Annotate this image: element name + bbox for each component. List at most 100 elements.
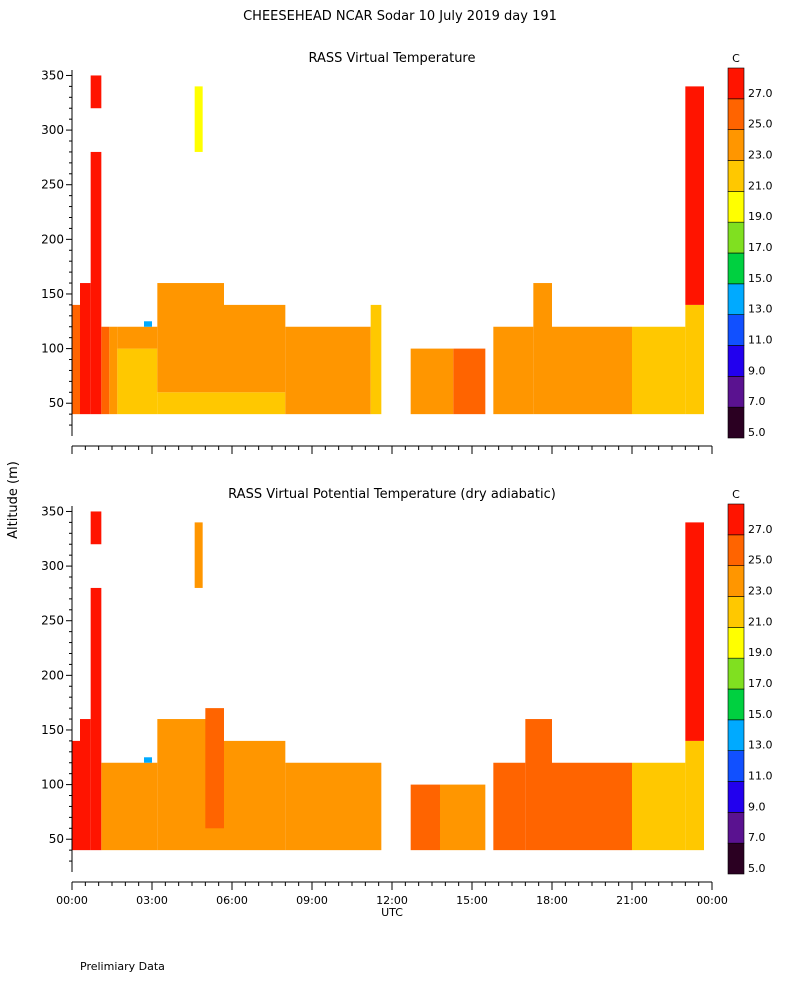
data-cell — [109, 326, 118, 415]
colorbar-label: 27.0 — [748, 523, 773, 536]
colorbar-segment — [727, 812, 745, 844]
colorbar-label: 19.0 — [748, 646, 773, 659]
data-cell — [72, 740, 80, 851]
colorbar-segment — [727, 283, 745, 315]
colorbar-label: 11.0 — [748, 770, 773, 783]
data-cell — [370, 304, 382, 415]
colorbar-label: 19.0 — [748, 210, 773, 223]
colorbar-label: 25.0 — [748, 118, 773, 131]
x-tick-label: 15:00 — [456, 894, 488, 907]
data-cell — [632, 762, 686, 851]
data-cell — [685, 304, 704, 415]
data-cell — [224, 304, 286, 393]
y-tick-label: 50 — [49, 396, 64, 410]
colorbar-segment — [727, 191, 745, 223]
data-cell — [101, 762, 158, 851]
data-cell — [90, 511, 102, 545]
data-cell — [90, 587, 102, 851]
preliminary-data-note: Prelimiary Data — [80, 960, 165, 973]
colorbar-label: 17.0 — [748, 677, 773, 690]
colorbar-label: 13.0 — [748, 739, 773, 752]
colorbar-bottom: C 5.0 7.0 9.0 11.0 13.0 15.0 17.0 19.0 21.0 23.0 25… — [727, 488, 773, 875]
colorbar-label: 7.0 — [748, 831, 766, 844]
y-tick-label: 350 — [41, 68, 64, 82]
colorbar-segment — [727, 719, 745, 751]
data-cell — [453, 348, 486, 415]
data-cell — [440, 784, 486, 851]
data-cell — [552, 326, 632, 415]
y-axis-label: Altitude (m) — [6, 461, 21, 539]
y-tick-label: 250 — [41, 614, 64, 628]
data-cell — [224, 740, 286, 851]
data-cell — [493, 326, 534, 415]
figure-title: CHEESEHEAD NCAR Sodar 10 July 2019 day 1… — [243, 9, 557, 24]
y-tick-label: 350 — [41, 504, 64, 518]
colorbar-label: 11.0 — [748, 334, 773, 347]
colorbar-segment — [727, 596, 745, 628]
colorbar-label: 13.0 — [748, 303, 773, 316]
x-tick-label: 09:00 — [296, 894, 328, 907]
data-cell — [493, 762, 526, 851]
data-cell — [80, 283, 91, 415]
colorbar-label: 27.0 — [748, 87, 773, 100]
y-tick-label: 150 — [41, 287, 64, 301]
data-cell — [285, 762, 382, 851]
colorbar-unit: C — [732, 52, 740, 65]
colorbar-label: 7.0 — [748, 395, 766, 408]
colorbar-label: 17.0 — [748, 241, 773, 254]
colorbar-label: 9.0 — [748, 800, 766, 813]
colorbar-segment — [727, 565, 745, 597]
colorbar-top: C 5.0 7.0 9.0 11.0 13.0 15.0 17.0 19.0 21.0 23.0 25… — [727, 52, 773, 439]
y-tick-label: 150 — [41, 723, 64, 737]
x-tick-label: 00:00 — [56, 894, 88, 907]
y-tick-label: 100 — [41, 778, 64, 792]
y-tick-label: 200 — [41, 668, 64, 682]
data-cell — [552, 762, 632, 851]
colorbar-label: 23.0 — [748, 149, 773, 162]
data-cell — [205, 708, 224, 829]
data-cell — [72, 304, 80, 415]
y-tick-label: 300 — [41, 559, 64, 573]
y-tick-label: 250 — [41, 178, 64, 192]
data-cell — [117, 348, 158, 415]
colorbar-segment — [727, 221, 745, 254]
colorbar-segment — [727, 129, 745, 161]
y-tick-label: 200 — [41, 232, 64, 246]
colorbar-segment — [727, 627, 745, 659]
colorbar-segment — [727, 98, 745, 130]
data-cell — [285, 326, 371, 415]
colorbar-segment — [727, 376, 745, 408]
colorbar-label: 15.0 — [748, 272, 773, 285]
colorbar-segment — [727, 345, 745, 377]
colorbar-segment — [727, 503, 745, 536]
colorbar-segment — [727, 252, 745, 285]
x-tick-label: 03:00 — [136, 894, 168, 907]
x-tick-label: 21:00 — [616, 894, 648, 907]
data-cell — [101, 326, 110, 415]
panel-title: RASS Virtual Potential Temperature (dry … — [228, 487, 556, 502]
data-cell — [117, 326, 158, 349]
data-cell — [144, 321, 152, 327]
colorbar-unit: C — [732, 488, 740, 501]
y-tick-label: 300 — [41, 123, 64, 137]
colorbar-label: 9.0 — [748, 364, 766, 377]
panel-bottom-virtual-potential-temperature: RASS Virtual Potential Temperature (dry … — [41, 487, 728, 907]
data-cell — [144, 757, 152, 763]
y-tick-label: 100 — [41, 342, 64, 356]
colorbar-segment — [727, 534, 745, 566]
colorbar-label: 15.0 — [748, 708, 773, 721]
x-tick-label: 00:00 — [696, 894, 728, 907]
data-cell — [157, 283, 224, 393]
colorbar-segment — [727, 406, 745, 439]
colorbar-segment — [727, 657, 745, 690]
x-tick-label: 18:00 — [536, 894, 568, 907]
colorbar-label: 5.0 — [748, 426, 766, 439]
data-cell — [157, 392, 286, 415]
data-cell — [410, 784, 440, 851]
colorbar-label: 21.0 — [748, 179, 773, 192]
colorbar-segment — [727, 842, 745, 875]
data-cell — [533, 283, 552, 415]
data-cell — [80, 719, 91, 851]
x-tick-label: 12:00 — [376, 894, 408, 907]
